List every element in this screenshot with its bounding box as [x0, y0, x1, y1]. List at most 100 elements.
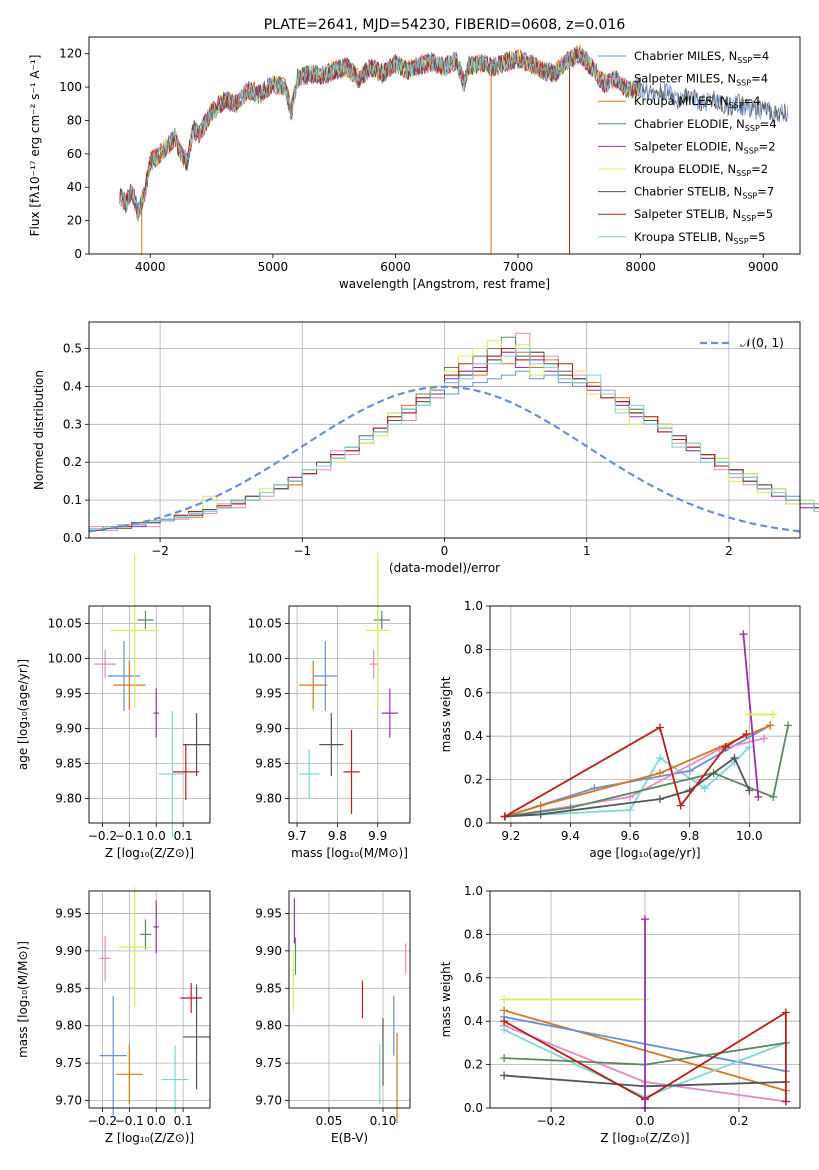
- weight-point-marker: [676, 801, 685, 810]
- y-tick-label: 0.4: [63, 379, 82, 393]
- y-tick-label: 9.75: [255, 1056, 282, 1070]
- y-tick-label: 100: [59, 80, 82, 94]
- y-tick-label: 9.95: [55, 906, 82, 920]
- x-tick-label: −2: [151, 544, 169, 558]
- x-axis-label: E(B-V): [331, 1131, 368, 1145]
- weight-point-marker: [784, 721, 793, 730]
- y-tick-label: 0.2: [63, 455, 82, 469]
- y-axis-label: Normed distribution: [32, 370, 46, 490]
- y-tick-label: 9.85: [55, 981, 82, 995]
- y-tick-label: 9.85: [255, 981, 282, 995]
- weight-point-marker: [685, 766, 694, 775]
- weight-point-marker: [536, 810, 545, 819]
- legend-entry: Chabrier MILES, NSSP=4: [634, 49, 769, 65]
- residual-histogram-panel: −2 −1 0 1 2 0.0 0.1 0.2 0.3 0.4 0.5 (data-model)/er…: [32, 321, 819, 575]
- age-vs-metallicity-panel: −0.2−0.1 0.0 0.1 9.80 9.85 9.90 9.95 10.00 10.05…: [16, 553, 211, 860]
- weight-point-marker: [781, 1097, 790, 1106]
- y-tick-label: 9.80: [255, 1019, 282, 1033]
- x-tick-label: −0.1: [115, 829, 144, 843]
- histogram-series: [88, 348, 819, 538]
- histogram-series: [88, 348, 819, 538]
- y-tick-label: 9.90: [55, 944, 82, 958]
- y-tick-label: 40: [67, 180, 82, 194]
- x-tick-label: 6000: [380, 260, 411, 274]
- weight-point-marker: [769, 792, 778, 801]
- x-tick-label: 9.2: [501, 829, 520, 843]
- weight-point-marker: [655, 753, 664, 762]
- weight-series-line: [504, 756, 751, 818]
- x-tick-label: 4000: [135, 260, 166, 274]
- weight-point-marker: [769, 710, 778, 719]
- y-tick-label: 9.70: [255, 1094, 282, 1108]
- legend-entry: 𝒩(0, 1): [740, 336, 784, 350]
- spectrum-panel: 4000 5000 6000 7000 8000 9000 0 20 40 60 80 100 120 w…: [28, 17, 801, 291]
- x-tick-label: 0.0: [635, 1114, 654, 1128]
- histogram-series: [88, 336, 819, 538]
- weight-point-marker: [500, 1017, 509, 1026]
- x-tick-label: 9.8: [680, 829, 699, 843]
- x-tick-label: 10.0: [736, 829, 763, 843]
- weight-point-marker: [500, 812, 509, 821]
- weight-point-marker: [500, 1071, 509, 1080]
- weight-point-marker: [745, 743, 754, 752]
- x-tick-label: 0: [441, 544, 449, 558]
- x-tick-label: 0.2: [729, 1114, 748, 1128]
- weight-point-marker: [754, 792, 763, 801]
- axes-frame: [489, 605, 801, 824]
- y-tick-label: 9.90: [55, 722, 82, 736]
- weight-point-marker: [536, 801, 545, 810]
- weight-point-marker: [655, 723, 664, 732]
- age-vs-mass-panel: 9.7 9.8 9.9 9.80 9.85 9.90 9.95 10.00 10.05 mass …: [248, 553, 411, 860]
- mass-vs-ebv-panel: 0.05 0.10 9.70 9.75 9.80 9.85 9.90 9.95 E(B-V): [255, 890, 411, 1145]
- y-tick-label: 0.8: [464, 927, 483, 941]
- x-tick-label: 9.9: [368, 829, 387, 843]
- weight-series-line: [503, 1010, 787, 1102]
- y-tick-label: 0.0: [464, 1101, 483, 1115]
- y-tick-label: 9.70: [55, 1094, 82, 1108]
- y-tick-label: 10.00: [48, 652, 82, 666]
- weight-point-marker: [500, 1054, 509, 1063]
- y-tick-label: 9.80: [255, 792, 282, 806]
- legend-entry: Kroupa ELODIE, NSSP=2: [634, 162, 768, 178]
- weight-point-marker: [641, 915, 649, 924]
- axes-frame: [88, 605, 211, 824]
- histogram-series: [88, 348, 819, 538]
- x-tick-label: 2: [725, 544, 733, 558]
- normal-curve: [88, 385, 801, 533]
- x-tick-label: −0.1: [115, 1114, 144, 1128]
- weight-series-line: [504, 724, 771, 818]
- y-tick-label: 9.80: [55, 792, 82, 806]
- y-axis-label: mass weight: [439, 676, 453, 752]
- x-tick-label: 9.7: [288, 829, 307, 843]
- x-tick-label: 5000: [258, 260, 289, 274]
- y-tick-label: 9.95: [55, 687, 82, 701]
- histogram-series: [88, 332, 819, 538]
- y-tick-label: 0.6: [464, 971, 483, 985]
- weight-point-marker: [781, 1008, 790, 1017]
- y-tick-label: 0.0: [464, 816, 483, 830]
- y-axis-label: age [log₁₀(age/yr)]: [16, 659, 30, 770]
- y-tick-label: 9.85: [55, 757, 82, 771]
- y-tick-label: 10.05: [48, 617, 82, 631]
- x-axis-label: wavelength [Angstrom, rest frame]: [339, 277, 550, 291]
- axes-frame: [88, 36, 801, 255]
- weight-point-marker: [742, 730, 751, 739]
- x-tick-label: 0.1: [174, 1114, 193, 1128]
- weight-point-marker: [500, 995, 509, 1004]
- y-tick-label: 0.3: [63, 417, 82, 431]
- legend-entry: Salpeter ELODIE, NSSP=2: [634, 139, 776, 155]
- weight-point-marker: [700, 784, 709, 793]
- weight-point-marker: [626, 792, 635, 801]
- y-tick-label: 10.05: [248, 617, 282, 631]
- x-tick-label: −0.2: [88, 1114, 117, 1128]
- y-tick-label: 0.4: [464, 1014, 483, 1028]
- weight-series-line: [504, 737, 765, 818]
- x-tick-label: 9000: [748, 260, 779, 274]
- x-axis-label: Z [log₁₀(Z/Z⊙)]: [600, 1131, 689, 1145]
- y-tick-label: 10.00: [248, 652, 282, 666]
- y-tick-label: 0.2: [464, 773, 483, 787]
- x-tick-label: 1: [583, 544, 591, 558]
- weight-point-marker: [766, 721, 775, 730]
- y-tick-label: 9.95: [255, 906, 282, 920]
